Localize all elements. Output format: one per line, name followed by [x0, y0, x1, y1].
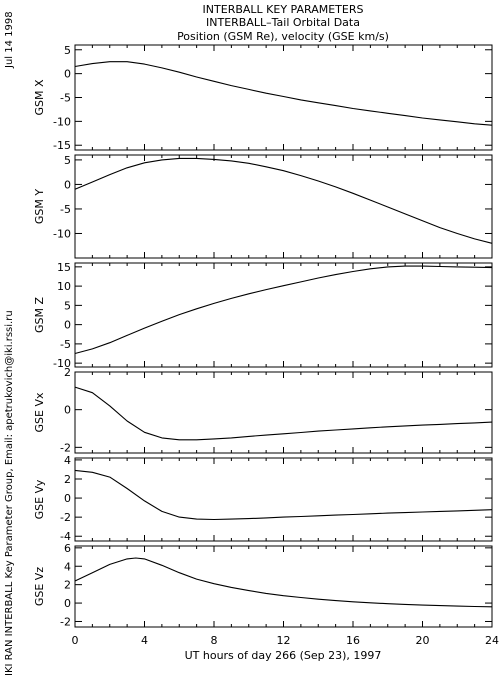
y-tick-label: 15	[57, 261, 71, 274]
y-tick-label: 10	[57, 280, 71, 293]
series-line	[74, 557, 493, 608]
y-tick-label: 5	[64, 154, 71, 167]
credit-line: IKI RAN INTERBALL Key Parameter Group, E…	[4, 310, 15, 676]
panel: 2 0 -2 GSE Vx	[33, 366, 493, 454]
x-tick-label: 0	[72, 634, 79, 647]
x-tick-label: 20	[416, 634, 430, 647]
y-tick-label: -10	[53, 357, 71, 370]
panel: 15 10 5 0 -5 -10 GSM Z	[33, 261, 493, 370]
y-tick-label: 2	[64, 366, 71, 379]
y-tick-label: 5	[64, 44, 71, 57]
y-tick-label: -5	[60, 338, 71, 351]
panel: 4 2 0 -2 -4 GSE Vy	[33, 454, 493, 543]
panel: 5 0 -5 -10 -15 GSM X	[33, 44, 493, 152]
chart-title-1: INTERBALL KEY PARAMETERS	[203, 3, 364, 16]
panel-frame	[74, 44, 493, 151]
y-tick-label: 4	[64, 454, 71, 467]
series-line	[74, 61, 493, 126]
chart-title-3: Position (GSM Re), velocity (GSE km/s)	[177, 30, 389, 43]
y-tick-label: -5	[60, 203, 71, 216]
y-tick-label: 6	[64, 542, 71, 555]
y-axis-label: GSE Vy	[33, 479, 46, 519]
x-tick-label: 16	[346, 634, 360, 647]
y-tick-label: 0	[64, 178, 71, 191]
y-tick-label: -2	[60, 615, 71, 628]
panel: 5 0 -5 -10 GSM Y	[33, 154, 493, 259]
panel-frame	[74, 371, 493, 454]
y-tick-label: -10	[53, 115, 71, 128]
y-tick-label: -4	[60, 530, 71, 543]
y-axis-label: GSE Vx	[33, 392, 46, 432]
y-tick-label: 0	[64, 319, 71, 332]
y-tick-label: 0	[64, 492, 71, 505]
y-tick-label: 2	[64, 579, 71, 592]
y-tick-label: 4	[64, 560, 71, 573]
x-tick-label: 12	[277, 634, 291, 647]
y-axis-label: GSE Vz	[33, 567, 46, 606]
series-line	[74, 469, 493, 521]
series-line	[74, 265, 493, 355]
y-tick-label: 5	[64, 299, 71, 312]
x-axis-label: UT hours of day 266 (Sep 23), 1997	[185, 649, 382, 662]
y-tick-label: -15	[53, 139, 71, 152]
y-tick-label: 0	[64, 597, 71, 610]
panel-frame	[74, 262, 493, 368]
y-tick-label: -2	[60, 511, 71, 524]
y-tick-label: 2	[64, 473, 71, 486]
y-tick-label: -5	[60, 92, 71, 105]
x-tick-label: 8	[211, 634, 218, 647]
y-tick-label: 0	[64, 68, 71, 81]
x-tick-label: 24	[485, 634, 499, 647]
series-line	[74, 157, 493, 244]
chart-title-2: INTERBALL–Tail Orbital Data	[206, 16, 360, 29]
panels: 5 0 -5 -10 -15 GSM X 5 0 -5 -10 GSM Y 15 10 5 0 -5 -10 GS…	[33, 44, 499, 647]
series-line	[74, 386, 493, 441]
y-axis-label: GSM Y	[33, 189, 46, 224]
x-tick-label: 4	[141, 634, 148, 647]
y-tick-label: 0	[64, 404, 71, 417]
panel-frame	[74, 457, 493, 542]
panel: 6 4 2 0 -2 GSE Vz	[33, 542, 493, 628]
y-tick-label: -10	[53, 227, 71, 240]
y-tick-label: -2	[60, 441, 71, 454]
y-axis-label: GSM X	[33, 79, 46, 115]
y-axis-label: GSM Z	[33, 297, 46, 333]
date-stamp: Jul 14 1998	[4, 11, 15, 68]
